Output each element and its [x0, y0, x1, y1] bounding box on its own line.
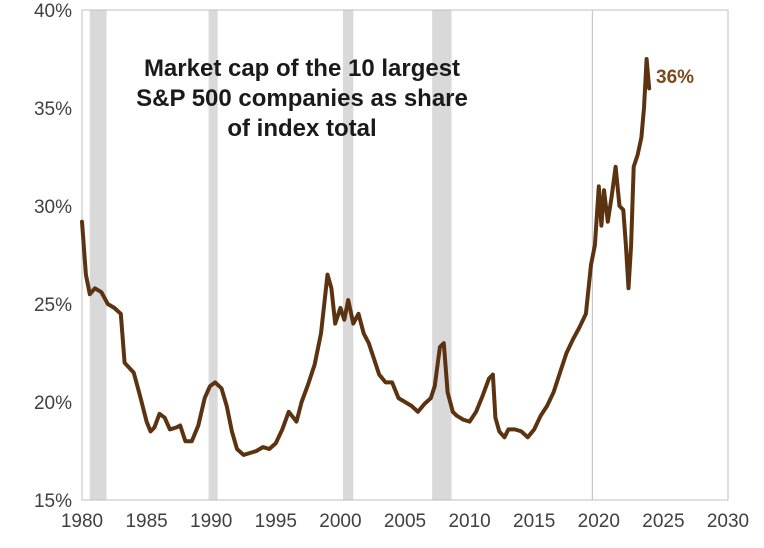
y-tick-label: 15% — [34, 491, 72, 512]
x-tick-label: 2020 — [578, 511, 620, 532]
y-tick-label: 35% — [34, 99, 72, 120]
x-tick-label: 2015 — [513, 511, 555, 532]
x-tick-label: 2025 — [642, 511, 684, 532]
x-tick-label: 2005 — [384, 511, 426, 532]
plot-frame — [81, 9, 729, 501]
y-tick-label: 20% — [34, 393, 72, 414]
recession-band-1 — [89, 10, 107, 500]
x-tick-label: 2030 — [707, 511, 749, 532]
end-value-label: 36% — [656, 67, 694, 88]
x-tick-label: 1980 — [61, 511, 103, 532]
y-axis: 15% 20% 25% 30% 35% 40% — [34, 1, 72, 512]
x-tick-label: 1995 — [255, 511, 297, 532]
recession-band-4 — [432, 10, 452, 500]
x-tick-label: 1985 — [125, 511, 167, 532]
series-line — [80, 57, 652, 457]
y-tick-label: 30% — [34, 197, 72, 218]
x-tick-label: 2000 — [319, 511, 361, 532]
recession-band-2 — [208, 10, 218, 500]
x-axis: 1980 1985 1990 1995 2000 2005 2010 2015 2020 2025… — [61, 511, 749, 532]
recession-bands — [89, 10, 452, 500]
x-tick-label: 2010 — [448, 511, 490, 532]
recession-band-3 — [342, 10, 354, 500]
y-tick-label: 40% — [34, 1, 72, 22]
chart-title-line-1: Market cap of the 10 largest — [144, 55, 460, 82]
y-tick-label: 25% — [34, 295, 72, 316]
chart-title-line-2: S&P 500 companies as share — [136, 85, 468, 112]
chart-title-line-3: of index total — [227, 115, 376, 142]
x-tick-label: 1990 — [190, 511, 232, 532]
